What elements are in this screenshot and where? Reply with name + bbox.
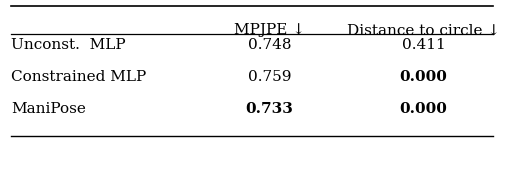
- Text: 0.759: 0.759: [248, 70, 292, 84]
- Text: 0.411: 0.411: [401, 38, 445, 52]
- Text: ManiPose: ManiPose: [11, 102, 86, 116]
- Text: MPJPE ↓: MPJPE ↓: [234, 23, 305, 37]
- Text: Distance to circle ↓: Distance to circle ↓: [347, 23, 500, 37]
- Text: 0.000: 0.000: [399, 102, 447, 116]
- Text: Unconst.  MLP: Unconst. MLP: [11, 38, 126, 52]
- Text: 0.733: 0.733: [246, 102, 294, 116]
- Text: 0.748: 0.748: [248, 38, 292, 52]
- Text: 0.000: 0.000: [399, 70, 447, 84]
- Text: Constrained MLP: Constrained MLP: [11, 70, 147, 84]
